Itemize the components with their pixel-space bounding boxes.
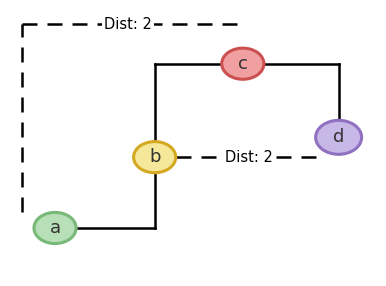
Text: a: a — [49, 219, 61, 237]
Circle shape — [222, 48, 264, 79]
Text: b: b — [149, 148, 161, 166]
Circle shape — [316, 120, 362, 154]
Text: Dist: 2: Dist: 2 — [104, 17, 152, 31]
Circle shape — [134, 142, 176, 173]
Text: d: d — [333, 128, 344, 146]
Text: Dist: 2: Dist: 2 — [225, 150, 273, 165]
Text: c: c — [238, 55, 248, 73]
Circle shape — [34, 212, 76, 244]
